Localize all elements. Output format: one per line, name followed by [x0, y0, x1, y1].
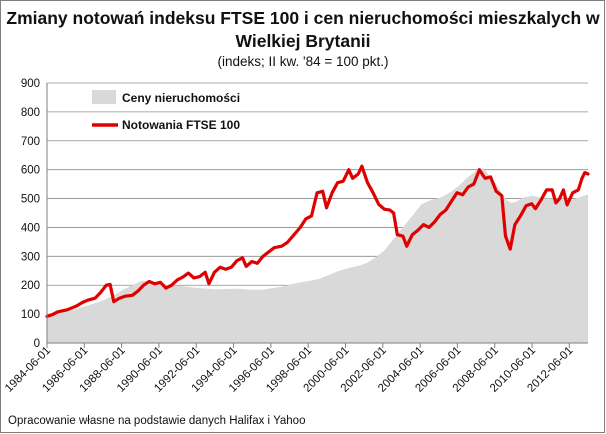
legend-area-label: Ceny nieruchomości [122, 91, 240, 105]
y-tick-label: 500 [21, 194, 40, 206]
y-tick-labels: 0 100 200 300 400 500 600 700 800 900 [21, 78, 40, 350]
line-series-ftse-100 [45, 164, 590, 318]
area-series-layer [47, 168, 588, 343]
y-tick-label: 400 [21, 222, 40, 234]
y-tick-label: 800 [21, 107, 40, 119]
y-tick-label: 700 [21, 136, 40, 148]
y-tick-label: 600 [21, 165, 40, 177]
area-series-ceny-nieruchomosci [47, 168, 588, 343]
y-tick-label: 900 [21, 78, 40, 90]
axes [46, 83, 588, 348]
line-series-layer [45, 164, 590, 318]
y-tick-label: 100 [21, 309, 40, 321]
chart-title-line2: Wielkiej Brytanii [235, 31, 371, 51]
y-tick-label: 0 [34, 338, 40, 350]
chart-title: Zmiany notowań indeksu FTSE 100 i cen ni… [6, 8, 600, 28]
y-tick-label: 200 [21, 280, 40, 292]
legend-area-swatch [92, 90, 116, 104]
chart-subtitle: (indeks; II kw. '84 = 100 pkt.) [217, 54, 389, 69]
y-tick-label: 300 [21, 251, 40, 263]
legend-line-label: Notowania FTSE 100 [122, 118, 240, 132]
source-note: Opracowanie własne na podstawie danych H… [8, 415, 306, 427]
legend: Ceny nieruchomości Notowania FTSE 100 [92, 90, 240, 132]
x-tick-labels: 1984-06-011986-06-011988-06-011990-06-01… [3, 345, 575, 395]
